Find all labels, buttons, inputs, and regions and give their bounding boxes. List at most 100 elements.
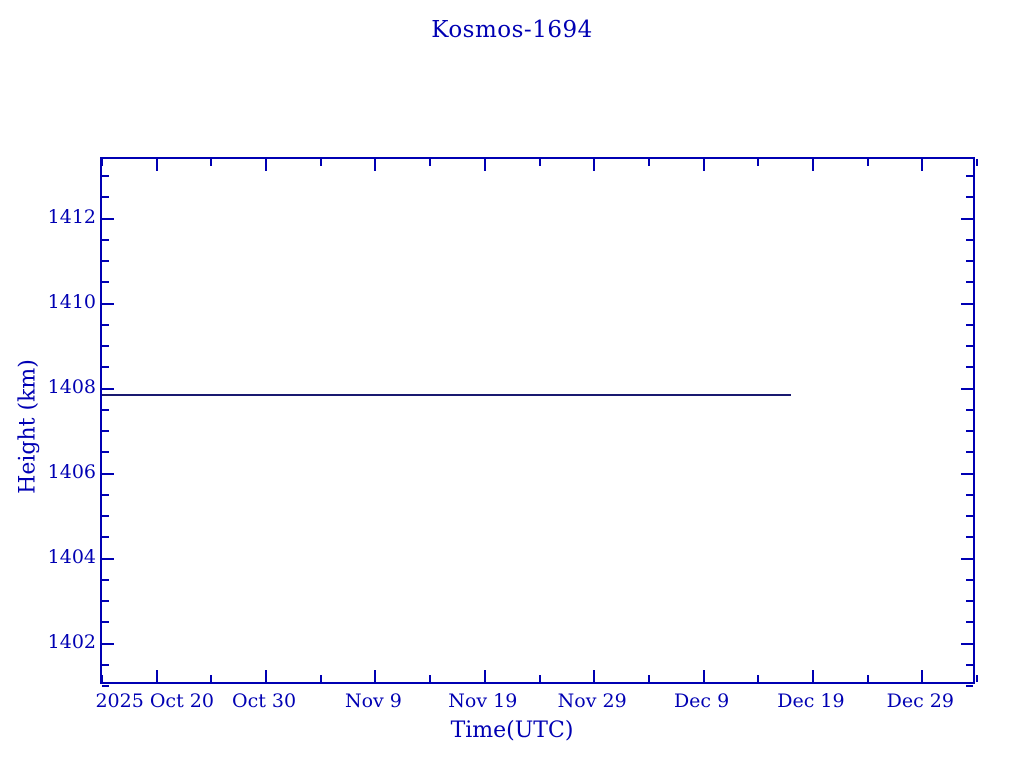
- y-axis-tick-right: [961, 557, 973, 560]
- y-axis-tick-right: [966, 323, 973, 326]
- y-axis-tick-label: 1408: [47, 375, 96, 398]
- y-axis-tick-left: [102, 387, 114, 390]
- x-axis-tick-bottom: [155, 670, 158, 682]
- x-axis-tick-bottom: [976, 675, 978, 682]
- x-axis-tick-top: [101, 159, 103, 166]
- y-axis-tick-left: [102, 345, 109, 347]
- x-axis-tick-label: Nov 29: [557, 690, 627, 712]
- x-axis-tick-label: Oct 30: [232, 690, 297, 712]
- x-axis-tick-top: [210, 159, 213, 166]
- x-axis-tick-top: [757, 159, 760, 166]
- y-axis-tick-right: [966, 430, 973, 432]
- x-axis-tick-bottom: [101, 675, 103, 682]
- x-axis-tick-bottom: [265, 670, 268, 682]
- y-axis-tick-left: [102, 175, 109, 177]
- y-axis-tick-right: [966, 260, 973, 262]
- x-axis-tick-top: [265, 159, 268, 171]
- y-axis-tick-right: [966, 515, 973, 517]
- data-series-line: [102, 394, 792, 397]
- y-axis-tick-left: [102, 515, 109, 517]
- y-axis-tick-right: [966, 578, 973, 581]
- chart-title: Kosmos-1694: [431, 17, 593, 43]
- y-axis-tick-left: [102, 621, 109, 624]
- y-axis-tick-right: [966, 281, 973, 284]
- y-axis-tick-left: [102, 685, 109, 687]
- y-axis-tick-left: [102, 281, 109, 284]
- y-axis-tick-left: [102, 196, 109, 199]
- x-axis-tick-bottom: [921, 670, 924, 682]
- y-axis-tick-left: [102, 408, 109, 411]
- x-axis-tick-bottom: [319, 675, 322, 682]
- y-axis-tick-label: 1402: [47, 630, 96, 653]
- x-axis-tick-bottom: [811, 670, 814, 682]
- x-axis-tick-labels: 2025 Oct 20 Oct 30 Nov 9 Nov 19 Nov 29 Dec 9 D…: [0, 690, 1024, 716]
- y-axis-tick-right: [966, 493, 973, 496]
- x-axis-tick-label: Dec 9: [673, 690, 730, 712]
- x-axis-tick-top: [538, 159, 541, 166]
- x-axis-tick-top: [429, 159, 432, 166]
- y-axis-tick-right: [966, 621, 973, 624]
- y-axis-tick-left: [102, 642, 114, 645]
- y-axis-tick-left: [102, 430, 109, 432]
- x-axis-tick-top: [866, 159, 869, 166]
- y-axis-tick-right: [961, 387, 973, 390]
- y-axis-tick-left: [102, 451, 109, 454]
- x-axis-tick-bottom: [647, 675, 650, 682]
- x-axis-tick-top: [976, 159, 978, 166]
- y-axis-tick-right: [961, 472, 973, 475]
- y-axis-tick-left: [102, 366, 109, 369]
- x-axis-tick-top: [155, 159, 158, 171]
- x-axis-tick-top: [374, 159, 377, 171]
- y-axis-tick-right: [966, 175, 973, 177]
- x-axis-tick-bottom: [866, 675, 869, 682]
- y-axis-tick-right: [966, 238, 973, 241]
- y-axis-tick-right: [966, 600, 973, 602]
- y-axis-tick-right: [961, 642, 973, 645]
- y-axis-tick-right: [966, 451, 973, 454]
- y-axis-tick-left: [102, 578, 109, 581]
- x-axis-tick-top: [319, 159, 322, 166]
- x-axis-tick-top: [593, 159, 596, 171]
- x-axis-tick-bottom: [483, 670, 486, 682]
- y-axis-tick-label: 1412: [47, 205, 96, 228]
- x-axis-tick-top: [811, 159, 814, 171]
- x-axis-tick-bottom: [374, 670, 377, 682]
- y-axis-tick-labels: 1402 1404 1406 1408 1410 1412: [0, 0, 96, 768]
- plot-area: [100, 157, 978, 687]
- y-axis-tick-right: [966, 408, 973, 411]
- x-axis-tick-bottom: [429, 675, 432, 682]
- y-axis-tick-left: [102, 302, 114, 305]
- y-axis-tick-left: [102, 600, 109, 602]
- y-axis-tick-left: [102, 557, 114, 560]
- y-axis-tick-label: 1404: [47, 545, 96, 568]
- y-axis-tick-right: [966, 196, 973, 199]
- y-axis-tick-left: [102, 217, 114, 220]
- y-axis-tick-left: [102, 238, 109, 241]
- x-axis-tick-top: [647, 159, 650, 166]
- y-axis-title: Height (km): [15, 359, 41, 494]
- y-axis-tick-left: [102, 323, 109, 326]
- x-axis-tick-label: 2025 Oct 20: [95, 690, 214, 712]
- y-axis-tick-left: [102, 493, 109, 496]
- x-axis-tick-label: Nov 19: [448, 690, 518, 712]
- y-axis-tick-right: [966, 345, 973, 347]
- x-axis-tick-bottom: [757, 675, 760, 682]
- x-axis-tick-label: Nov 9: [344, 690, 402, 712]
- y-axis-tick-right: [966, 536, 973, 539]
- x-axis-tick-top: [921, 159, 924, 171]
- y-axis-tick-right: [961, 302, 973, 305]
- x-axis-tick-bottom: [210, 675, 213, 682]
- y-axis-tick-left: [102, 663, 109, 666]
- y-axis-tick-left: [102, 536, 109, 539]
- x-axis-tick-label: Dec 19: [777, 690, 845, 712]
- x-axis-tick-top: [702, 159, 705, 171]
- y-axis-tick-label: 1406: [47, 460, 96, 483]
- x-axis-tick-bottom: [538, 675, 541, 682]
- x-axis-title: Time(UTC): [450, 718, 574, 743]
- x-axis-tick-label: Dec 29: [886, 690, 954, 712]
- y-axis-tick-right: [966, 366, 973, 369]
- x-axis-tick-bottom: [593, 670, 596, 682]
- y-axis-tick-label: 1410: [47, 290, 96, 313]
- y-axis-tick-right: [966, 685, 973, 687]
